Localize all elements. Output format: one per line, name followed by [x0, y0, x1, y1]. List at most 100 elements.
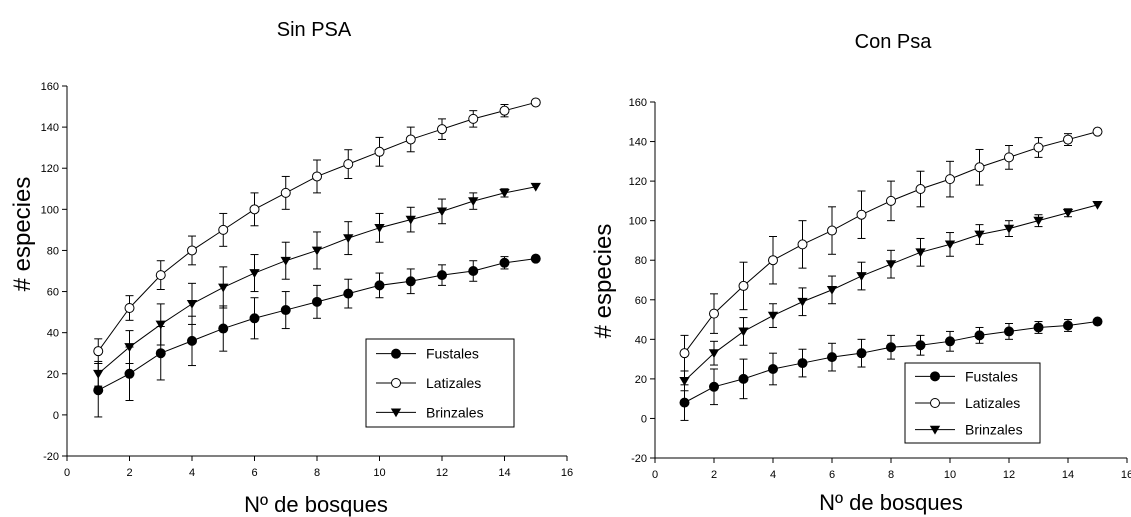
data-point [1033, 142, 1044, 153]
legend-label: Brinzales [965, 422, 1023, 438]
x-tick-label: 14 [1062, 469, 1074, 481]
data-point [468, 113, 479, 124]
data-point [436, 207, 448, 217]
series-fustales [93, 253, 541, 418]
data-point [886, 195, 896, 206]
data-point [437, 124, 447, 135]
data-point [738, 327, 749, 337]
legend-label: Fustales [426, 346, 479, 362]
axes: -20 0 20 40 60 80 100 120 140 160 0 2 4 6 8 10 12 14 16 [41, 81, 573, 479]
data-point [405, 215, 416, 225]
data-point [1063, 134, 1073, 145]
x-tick-label: 2 [711, 469, 717, 481]
chart-title: Sin PSA [277, 19, 352, 41]
data-point [374, 146, 385, 157]
data-point [280, 305, 291, 316]
series-latizales [679, 126, 1103, 372]
data-point [468, 197, 479, 207]
data-point [530, 97, 541, 108]
data-point [1004, 152, 1014, 163]
x-tick-label: 0 [64, 467, 70, 479]
data-point [1092, 316, 1103, 327]
y-tick-label: 0 [53, 410, 59, 422]
data-point [249, 269, 260, 278]
data-point [974, 162, 985, 173]
data-point [1092, 200, 1103, 210]
y-tick-label: 40 [47, 328, 59, 340]
data-point [218, 283, 229, 293]
y-tick-label: 160 [629, 97, 647, 109]
legend-label: Latizales [965, 395, 1020, 411]
y-tick-label: 80 [47, 245, 59, 257]
data-point [708, 349, 720, 359]
data-point [915, 184, 926, 195]
data-point [530, 182, 541, 192]
x-axis-label: Nº de bosques [819, 490, 963, 515]
data-point [679, 376, 690, 386]
y-tick-label: 20 [47, 369, 59, 381]
y-tick-label: 140 [629, 137, 647, 149]
legend: Fustales Latizales Brinzales [365, 338, 515, 428]
data-point [218, 323, 229, 334]
y-tick-label: 80 [635, 255, 647, 267]
x-tick-label: 0 [652, 469, 658, 481]
data-point [944, 240, 956, 250]
data-point [679, 397, 690, 408]
x-tick-label: 10 [373, 467, 385, 479]
data-point [738, 373, 749, 384]
x-tick-label: 6 [251, 467, 257, 479]
data-point [93, 369, 104, 379]
x-tick-label: 12 [436, 467, 448, 479]
data-point [827, 352, 837, 363]
data-point [343, 288, 354, 299]
data-point [826, 286, 838, 295]
data-point [499, 189, 510, 198]
x-tick-label: 16 [561, 467, 573, 479]
data-point [856, 209, 867, 220]
y-tick-label: 40 [635, 334, 647, 346]
data-point [405, 134, 416, 145]
x-tick-label: 8 [888, 469, 894, 481]
data-point [797, 358, 808, 369]
y-tick-label: 20 [635, 374, 647, 386]
y-tick-label: -20 [631, 453, 647, 465]
data-point [155, 348, 166, 359]
data-point [974, 330, 985, 341]
y-tick-label: 140 [41, 122, 59, 134]
data-point [885, 260, 897, 270]
data-point [124, 343, 135, 352]
data-point [186, 300, 198, 309]
legend-label: Latizales [426, 375, 481, 391]
y-axis-label: # especies [590, 224, 617, 339]
data-point [343, 234, 354, 244]
data-point [915, 248, 926, 258]
series-brinzales [93, 182, 541, 387]
y-tick-label: 100 [629, 216, 647, 228]
data-point [499, 257, 510, 268]
data-point [530, 253, 541, 264]
x-tick-label: 4 [189, 467, 195, 479]
axes: -20 0 20 40 60 80 100 120 140 160 0 2 4 6 8 10 12 14 16 [629, 97, 1131, 481]
data-point [974, 230, 985, 240]
series-brinzales [679, 200, 1103, 392]
data-point [312, 171, 322, 182]
x-tick-label: 12 [1003, 469, 1015, 481]
data-point [797, 297, 808, 307]
data-point [124, 368, 135, 379]
series-latizales [93, 97, 541, 364]
data-point [1092, 126, 1103, 137]
legend-marker [391, 378, 401, 388]
data-point [374, 223, 385, 233]
legend-label: Brinzales [426, 404, 484, 420]
y-tick-label: 100 [41, 204, 59, 216]
data-point [709, 308, 719, 319]
data-point [312, 296, 322, 307]
legend-marker [929, 425, 941, 435]
data-point [124, 303, 135, 313]
x-tick-label: 2 [126, 467, 132, 479]
data-point [93, 346, 104, 357]
chart-con-psa: Con Psa # especies Nº de bosques -200204… [590, 31, 1131, 515]
data-point [945, 174, 955, 185]
data-point [767, 311, 779, 321]
data-point [856, 348, 867, 359]
